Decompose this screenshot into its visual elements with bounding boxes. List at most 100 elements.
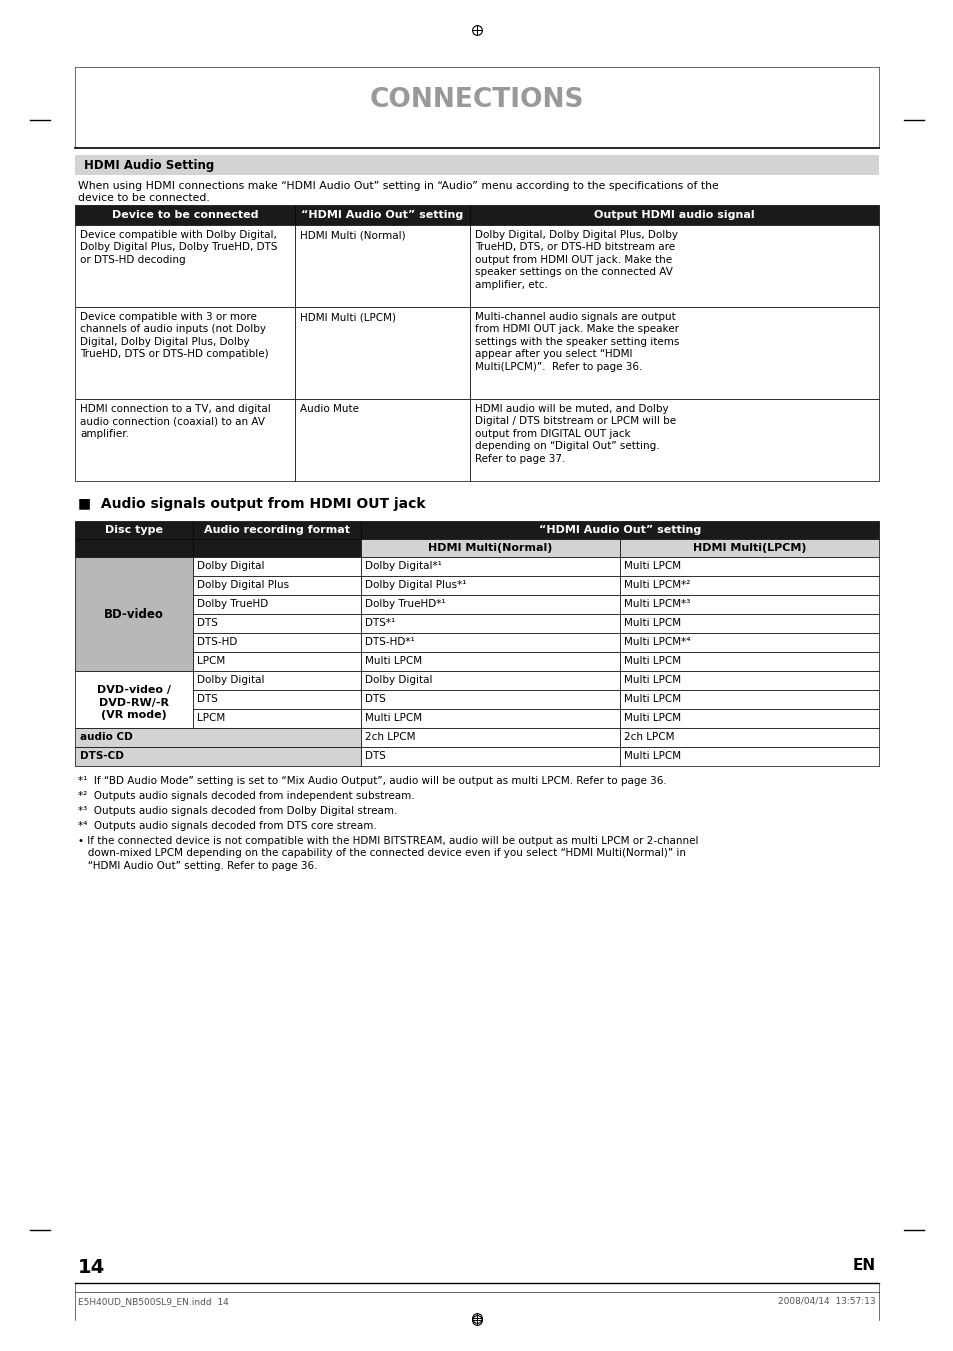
Bar bbox=[619, 634, 878, 653]
Text: 2008/04/14  13:57:13: 2008/04/14 13:57:13 bbox=[778, 1297, 875, 1306]
Bar bbox=[360, 557, 619, 576]
Bar bbox=[75, 205, 294, 226]
Text: HDMI audio will be muted, and Dolby
Digital / DTS bitstream or LPCM will be
outp: HDMI audio will be muted, and Dolby Digi… bbox=[475, 404, 676, 463]
Bar bbox=[360, 613, 619, 634]
Bar bbox=[619, 539, 878, 557]
Text: DTS-HD*¹: DTS-HD*¹ bbox=[365, 638, 415, 647]
Bar bbox=[75, 728, 360, 747]
Text: Dolby Digital Plus*¹: Dolby Digital Plus*¹ bbox=[365, 580, 466, 590]
Bar bbox=[619, 557, 878, 576]
Bar bbox=[294, 307, 470, 399]
Text: *⁴  Outputs audio signals decoded from DTS core stream.: *⁴ Outputs audio signals decoded from DT… bbox=[78, 821, 376, 831]
Bar bbox=[470, 307, 878, 399]
Bar bbox=[75, 671, 193, 728]
Bar bbox=[619, 594, 878, 613]
Bar bbox=[360, 653, 619, 671]
Bar bbox=[193, 690, 360, 709]
Text: DTS: DTS bbox=[365, 751, 385, 761]
Text: HDMI connection to a TV, and digital
audio connection (coaxial) to an AV
amplifi: HDMI connection to a TV, and digital aud… bbox=[80, 404, 271, 439]
Bar bbox=[360, 690, 619, 709]
Text: DTS*¹: DTS*¹ bbox=[365, 617, 395, 628]
Text: Disc type: Disc type bbox=[105, 526, 163, 535]
Text: 2ch LPCM: 2ch LPCM bbox=[623, 732, 674, 742]
Text: EN: EN bbox=[852, 1258, 875, 1273]
Text: Audio recording format: Audio recording format bbox=[204, 526, 350, 535]
Text: Device to be connected: Device to be connected bbox=[112, 209, 258, 220]
Bar bbox=[75, 747, 360, 766]
Text: When using HDMI connections make “HDMI Audio Out” setting in “Audio” menu accord: When using HDMI connections make “HDMI A… bbox=[78, 181, 718, 204]
Text: Multi LPCM: Multi LPCM bbox=[365, 657, 421, 666]
Bar bbox=[619, 576, 878, 594]
Text: Multi LPCM*⁴: Multi LPCM*⁴ bbox=[623, 638, 690, 647]
Bar bbox=[470, 205, 878, 226]
Text: “HDMI Audio Out” setting: “HDMI Audio Out” setting bbox=[301, 209, 463, 220]
Text: Device compatible with 3 or more
channels of audio inputs (not Dolby
Digital, Do: Device compatible with 3 or more channel… bbox=[80, 312, 269, 359]
Text: Multi LPCM: Multi LPCM bbox=[623, 694, 680, 704]
Bar bbox=[619, 747, 878, 766]
Bar bbox=[75, 557, 193, 671]
Text: E5H40UD_NB500SL9_EN.indd  14: E5H40UD_NB500SL9_EN.indd 14 bbox=[78, 1297, 229, 1306]
Bar bbox=[294, 399, 470, 481]
Bar bbox=[193, 557, 360, 576]
Text: Multi LPCM: Multi LPCM bbox=[623, 617, 680, 628]
Text: HDMI Multi(LPCM): HDMI Multi(LPCM) bbox=[692, 543, 805, 553]
Text: • If the connected device is not compatible with the HDMI BITSTREAM, audio will : • If the connected device is not compati… bbox=[78, 836, 698, 871]
Text: Dolby TrueHD: Dolby TrueHD bbox=[196, 598, 268, 609]
Text: Dolby Digital: Dolby Digital bbox=[196, 561, 264, 571]
Bar bbox=[75, 307, 294, 399]
Bar bbox=[75, 226, 294, 307]
Bar bbox=[193, 671, 360, 690]
Text: Multi LPCM: Multi LPCM bbox=[623, 751, 680, 761]
Text: HDMI Multi (LPCM): HDMI Multi (LPCM) bbox=[299, 312, 395, 322]
Bar bbox=[193, 613, 360, 634]
Text: Multi LPCM*³: Multi LPCM*³ bbox=[623, 598, 690, 609]
Bar bbox=[75, 521, 193, 539]
Bar bbox=[619, 671, 878, 690]
Bar bbox=[619, 613, 878, 634]
Text: Dolby Digital Plus: Dolby Digital Plus bbox=[196, 580, 289, 590]
Text: Output HDMI audio signal: Output HDMI audio signal bbox=[594, 209, 754, 220]
Text: *²  Outputs audio signals decoded from independent substream.: *² Outputs audio signals decoded from in… bbox=[78, 790, 415, 801]
Bar bbox=[75, 539, 193, 557]
Text: audio CD: audio CD bbox=[80, 732, 132, 742]
Bar bbox=[294, 226, 470, 307]
Text: DTS: DTS bbox=[196, 694, 217, 704]
Text: Multi LPCM*²: Multi LPCM*² bbox=[623, 580, 690, 590]
Text: Multi LPCM: Multi LPCM bbox=[623, 561, 680, 571]
Bar bbox=[193, 709, 360, 728]
Text: ■  Audio signals output from HDMI OUT jack: ■ Audio signals output from HDMI OUT jac… bbox=[78, 497, 425, 511]
Bar bbox=[360, 709, 619, 728]
Bar bbox=[470, 399, 878, 481]
Bar bbox=[360, 728, 619, 747]
Text: DTS-HD: DTS-HD bbox=[196, 638, 237, 647]
Text: Multi LPCM: Multi LPCM bbox=[623, 676, 680, 685]
Text: Audio Mute: Audio Mute bbox=[299, 404, 358, 413]
Bar bbox=[619, 690, 878, 709]
Text: “HDMI Audio Out” setting: “HDMI Audio Out” setting bbox=[538, 526, 700, 535]
Text: Dolby TrueHD*¹: Dolby TrueHD*¹ bbox=[365, 598, 445, 609]
Bar bbox=[470, 226, 878, 307]
Bar bbox=[360, 539, 619, 557]
Text: Multi LPCM: Multi LPCM bbox=[623, 713, 680, 723]
Text: Multi LPCM: Multi LPCM bbox=[623, 657, 680, 666]
Text: 2ch LPCM: 2ch LPCM bbox=[365, 732, 416, 742]
Bar bbox=[619, 709, 878, 728]
Text: BD-video: BD-video bbox=[104, 608, 164, 621]
Text: HDMI Multi(Normal): HDMI Multi(Normal) bbox=[428, 543, 552, 553]
Bar bbox=[193, 576, 360, 594]
Text: DTS-CD: DTS-CD bbox=[80, 751, 124, 761]
Bar bbox=[193, 634, 360, 653]
Text: HDMI Multi (Normal): HDMI Multi (Normal) bbox=[299, 230, 405, 240]
Text: Dolby Digital: Dolby Digital bbox=[365, 676, 432, 685]
Bar bbox=[294, 205, 470, 226]
Bar bbox=[193, 521, 360, 539]
Bar bbox=[360, 576, 619, 594]
Text: Multi-channel audio signals are output
from HDMI OUT jack. Make the speaker
sett: Multi-channel audio signals are output f… bbox=[475, 312, 679, 372]
Bar bbox=[75, 399, 294, 481]
Bar bbox=[75, 155, 878, 176]
Text: Dolby Digital*¹: Dolby Digital*¹ bbox=[365, 561, 441, 571]
Text: LPCM: LPCM bbox=[196, 713, 225, 723]
Bar bbox=[619, 653, 878, 671]
Text: DTS: DTS bbox=[196, 617, 217, 628]
Text: Dolby Digital: Dolby Digital bbox=[196, 676, 264, 685]
